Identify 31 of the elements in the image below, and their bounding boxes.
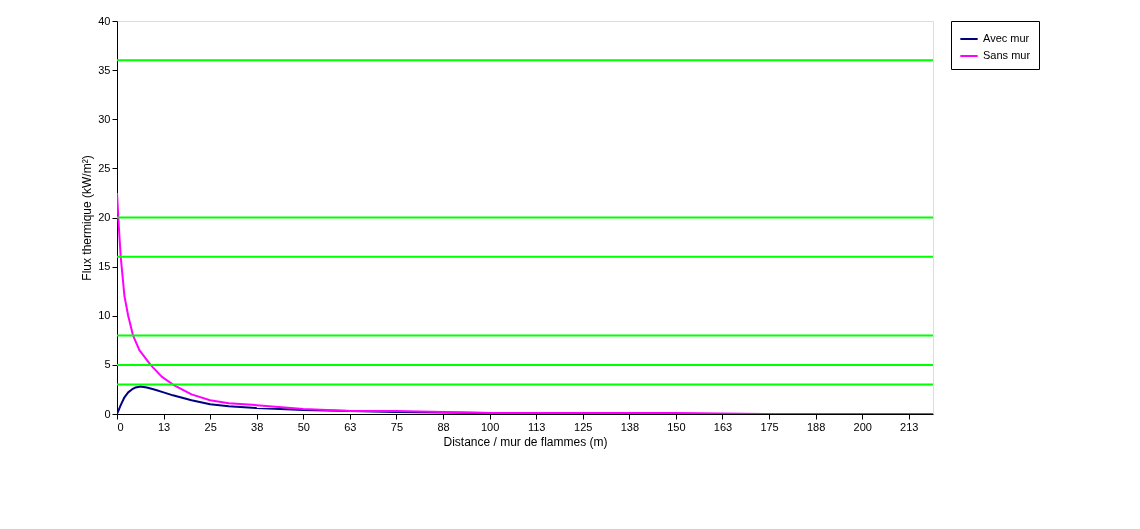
x-tick-label: 63 [344, 420, 357, 433]
y-tick-label: 15 [98, 260, 111, 273]
y-tick-label: 10 [98, 309, 111, 322]
x-tick-label: 88 [437, 420, 450, 433]
y-tick-label: 35 [98, 63, 111, 76]
x-tick-label: 100 [480, 420, 500, 433]
x-tick-label: 38 [251, 420, 264, 433]
y-axis-title: Flux thermique (kW/m²) [80, 155, 95, 281]
x-tick-label: 138 [620, 420, 640, 433]
x-tick-label: 75 [390, 420, 404, 433]
x-tick-label: 188 [806, 420, 826, 433]
x-tick-label: 200 [853, 420, 872, 433]
x-tick-label: 113 [527, 420, 546, 433]
legend-label: Sans mur [983, 49, 1031, 61]
x-tick-label: 213 [900, 420, 919, 433]
x-tick-label: 13 [157, 420, 171, 433]
x-axis-title: Distance / mur de flammes (m) [443, 434, 608, 449]
x-tick-label: 50 [297, 420, 310, 433]
y-tick-label: 25 [98, 161, 111, 174]
y-tick-label: 30 [98, 112, 111, 125]
x-tick-label: 175 [760, 420, 779, 433]
x-tick-label: 25 [204, 420, 217, 433]
x-tick-label: 125 [574, 420, 593, 433]
x-tick-label: 163 [713, 420, 733, 433]
x-tick-label: 150 [667, 420, 686, 433]
y-tick-label: 0 [104, 407, 111, 420]
y-tick-label: 40 [98, 14, 111, 27]
x-tick-label: 0 [117, 420, 124, 433]
y-tick-label: 20 [98, 211, 111, 223]
y-tick-label: 5 [104, 358, 111, 371]
legend-label: Avec mur [983, 32, 1030, 44]
